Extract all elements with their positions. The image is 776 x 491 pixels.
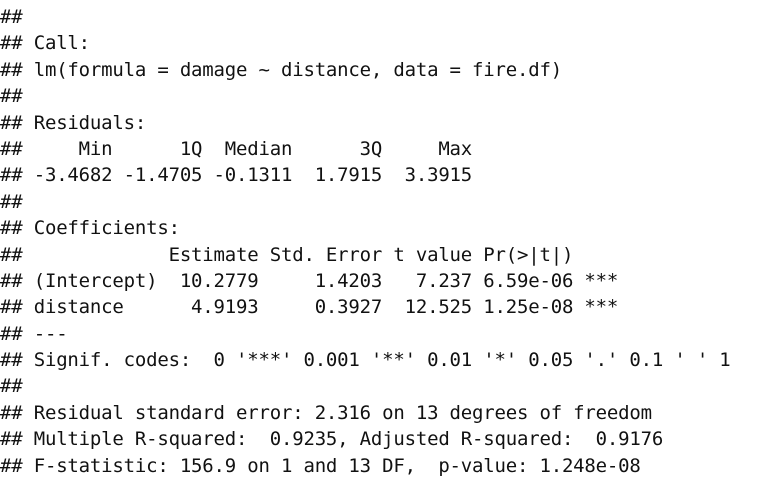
residuals-header-row: ## Min 1Q Median 3Q Max: [0, 137, 473, 160]
output-line-blank: ##: [0, 85, 23, 108]
residuals-values-row: ## -3.4682 -1.4705 -0.1311 1.7915 3.3915: [0, 164, 473, 187]
coefficients-row-intercept: ## (Intercept) 10.2779 1.4203 7.237 6.59…: [0, 269, 619, 292]
call-formula: ## lm(formula = damage ~ distance, data …: [0, 58, 562, 81]
coefficients-row-distance: ## distance 4.9193 0.3927 12.525 1.25e-0…: [0, 296, 619, 319]
r-squared-line: ## Multiple R-squared: 0.9235, Adjusted …: [0, 428, 664, 451]
output-line-blank: ##: [0, 6, 23, 28]
residual-standard-error-line: ## Residual standard error: 2.316 on 13 …: [0, 401, 652, 424]
f-statistic-line: ## F-statistic: 156.9 on 1 and 13 DF, p-…: [0, 454, 641, 477]
signif-codes-line: ## Signif. codes: 0 '***' 0.001 '**' 0.0…: [0, 349, 731, 372]
call-heading: ## Call:: [0, 32, 90, 55]
output-line-blank: ##: [0, 190, 23, 213]
coefficients-heading: ## Coefficients:: [0, 217, 180, 240]
output-line-blank: ##: [0, 375, 23, 398]
r-console-output: ## ## Call: ## lm(formula = damage ~ dis…: [0, 4, 776, 484]
coefficients-header-row: ## Estimate Std. Error t value Pr(>|t|): [0, 243, 574, 266]
residuals-heading: ## Residuals:: [0, 111, 147, 134]
separator-line: ## ---: [0, 322, 68, 345]
